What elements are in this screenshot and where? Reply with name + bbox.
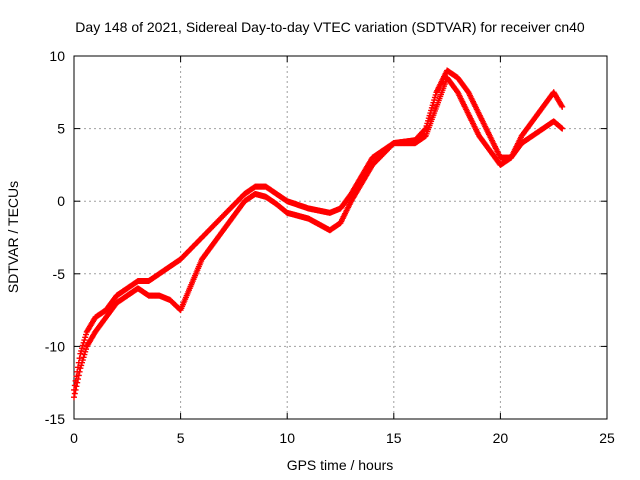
data-point-marker (71, 394, 77, 401)
y-tick-label: 0 (57, 193, 65, 209)
grid (74, 56, 607, 419)
data-point-marker (80, 354, 87, 361)
data-point-marker (78, 359, 85, 366)
x-tick-label: 15 (386, 430, 402, 446)
data-point-marker (82, 346, 89, 353)
data-point-marker (81, 351, 88, 358)
data-point-marker (80, 339, 87, 346)
data-series (71, 67, 566, 401)
data-point-marker (75, 372, 82, 379)
x-tick-label: 0 (70, 430, 78, 446)
plot-frame (73, 55, 608, 420)
y-axis-tick-labels: 10 5 0 -5 -10 -15 (45, 48, 65, 427)
y-tick-label: 5 (57, 121, 65, 137)
data-point-marker (78, 347, 85, 354)
data-point-marker (76, 368, 83, 375)
data-point-marker (82, 334, 89, 341)
data-point-marker (76, 355, 83, 362)
data-point-marker (82, 331, 89, 338)
data-point-marker (74, 379, 81, 386)
x-axis-tick-labels: 0 5 10 15 20 25 (70, 430, 615, 446)
y-axis-label: SDTVAR / TECUs (5, 181, 21, 293)
series-track-b (71, 74, 566, 401)
x-tick-label: 5 (177, 430, 185, 446)
data-point-marker (71, 390, 78, 397)
data-point-marker (82, 348, 89, 355)
data-point-marker (559, 103, 566, 110)
data-point-marker (72, 386, 79, 393)
data-point-marker (79, 357, 86, 364)
data-point-marker (78, 362, 85, 369)
data-point-marker (81, 337, 88, 344)
series-track-a (71, 67, 566, 393)
axis-ticks (73, 55, 608, 420)
y-tick-label: -15 (45, 411, 65, 427)
x-tick-label: 20 (493, 430, 509, 446)
data-point-marker (73, 383, 80, 390)
data-point-marker (77, 365, 84, 372)
x-tick-label: 10 (279, 430, 295, 446)
x-axis-label: GPS time / hours (287, 457, 394, 473)
data-point-marker (77, 350, 84, 357)
data-point-marker (78, 345, 85, 352)
chart-title: Day 148 of 2021, Sidereal Day-to-day VTE… (75, 19, 585, 35)
y-tick-label: 10 (49, 48, 65, 64)
y-tick-label: -5 (53, 266, 66, 282)
data-point-marker (74, 376, 81, 383)
x-tick-label: 25 (599, 430, 615, 446)
y-tick-label: -10 (45, 338, 65, 354)
data-point-marker (559, 125, 566, 132)
